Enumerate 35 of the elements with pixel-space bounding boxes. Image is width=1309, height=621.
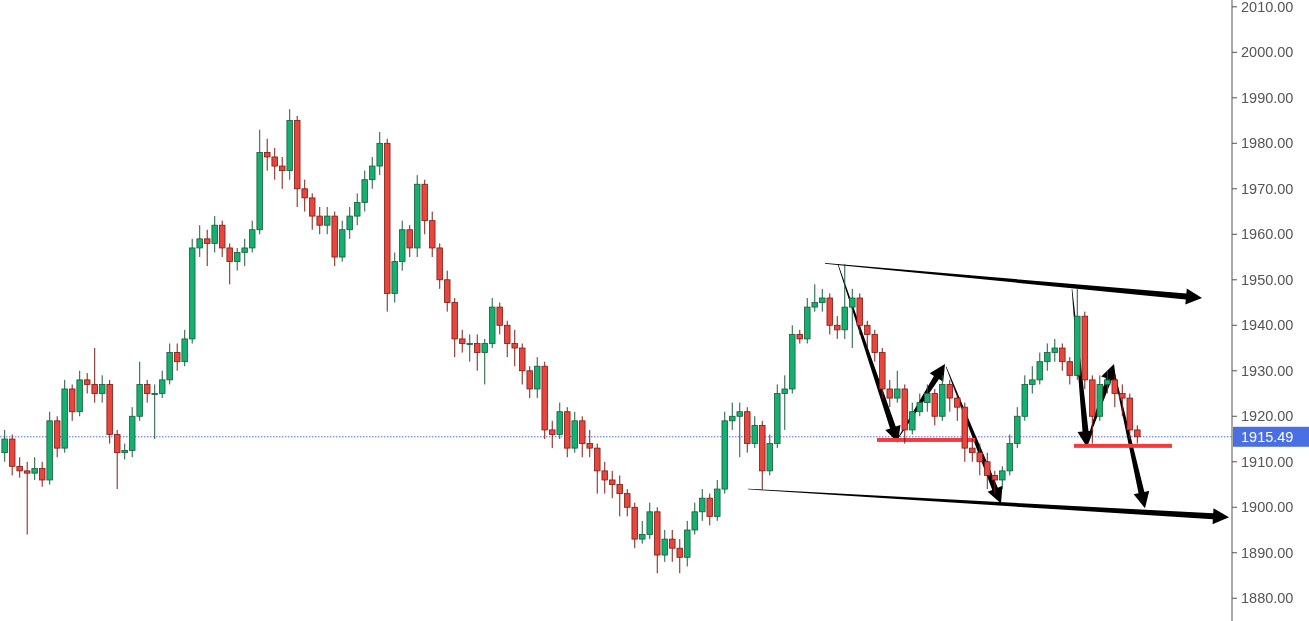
candlestick bbox=[211, 215, 218, 253]
candlestick bbox=[751, 415, 758, 449]
ref-line-label: 1915.49 bbox=[1241, 428, 1294, 445]
candlestick bbox=[173, 342, 181, 372]
candlestick bbox=[406, 224, 413, 258]
candlestick bbox=[143, 379, 151, 404]
candlestick bbox=[324, 206, 331, 235]
candlestick bbox=[661, 529, 668, 563]
candlestick bbox=[38, 461, 46, 488]
y-tick-label: 1960.00 bbox=[1241, 226, 1294, 243]
y-tick-label: 1980.00 bbox=[1241, 135, 1294, 152]
y-tick-label: 1970.00 bbox=[1241, 180, 1294, 197]
y-tick-label: 1900.00 bbox=[1241, 499, 1294, 516]
y-tick-label: 1890.00 bbox=[1241, 544, 1294, 561]
y-tick-label: 1950.00 bbox=[1241, 271, 1294, 288]
candlestick bbox=[556, 402, 563, 440]
candlestick bbox=[931, 388, 938, 426]
candlestick bbox=[474, 333, 481, 372]
y-tick-label: 2010.00 bbox=[1241, 0, 1294, 15]
candlestick bbox=[534, 356, 541, 399]
y-tick-label: 1990.00 bbox=[1241, 89, 1294, 106]
candlestick bbox=[31, 456, 38, 481]
y-tick-label: 1920.00 bbox=[1241, 408, 1294, 425]
candlestick bbox=[1, 429, 8, 463]
candlestick bbox=[68, 383, 76, 422]
candlestick bbox=[466, 333, 473, 363]
y-tick-label: 1940.00 bbox=[1241, 317, 1294, 334]
candlestick bbox=[894, 370, 901, 404]
y-tick-label: 2000.00 bbox=[1241, 44, 1294, 61]
y-tick-label: 1880.00 bbox=[1241, 590, 1294, 607]
y-tick-label: 1910.00 bbox=[1241, 453, 1294, 470]
candlestick bbox=[204, 229, 211, 267]
y-tick-label: 1930.00 bbox=[1241, 362, 1294, 379]
candlestick bbox=[98, 374, 106, 404]
candlestick bbox=[706, 493, 713, 526]
